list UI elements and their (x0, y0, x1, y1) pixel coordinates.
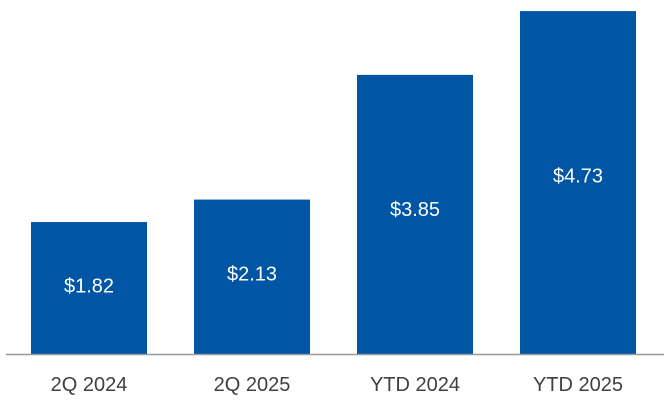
bar-ytd-2024 (357, 74, 473, 354)
category-label: 2Q 2024 (51, 374, 128, 396)
bars-layer: $1.82 $2.13 $3.85 $4.73 (31, 11, 636, 354)
category-labels: 2Q 2024 2Q 2025 YTD 2024 YTD 2025 (51, 374, 623, 396)
bar-value-label: $4.73 (553, 166, 603, 188)
bar-2q-2025 (194, 199, 310, 354)
category-label: YTD 2025 (533, 374, 623, 396)
bar-value-label: $2.13 (227, 264, 277, 286)
bar-value-label: $1.82 (64, 275, 114, 297)
category-label: 2Q 2025 (214, 374, 291, 396)
bar-ytd-2025 (520, 11, 636, 354)
category-label: YTD 2024 (370, 374, 460, 396)
bar-2q-2024 (31, 222, 147, 354)
bar-value-label: $3.85 (390, 199, 440, 221)
